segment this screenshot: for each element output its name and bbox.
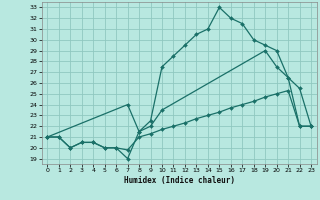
X-axis label: Humidex (Indice chaleur): Humidex (Indice chaleur) (124, 176, 235, 185)
